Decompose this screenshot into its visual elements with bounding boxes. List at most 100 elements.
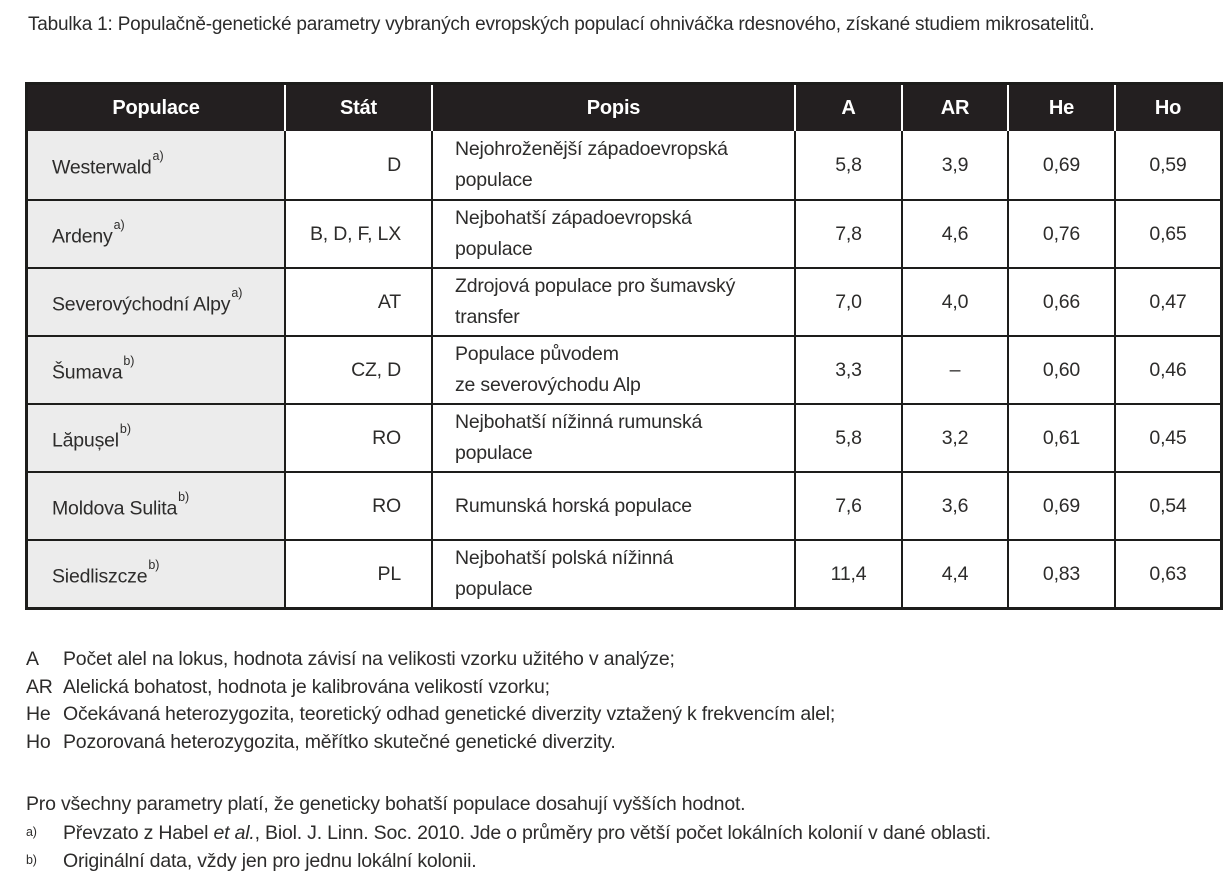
footnote-a: a) Převzato z Habel et al., Biol. J. Lin… (26, 819, 1212, 848)
footnote-marker: b) (178, 489, 190, 504)
ar-value-cell: 4,0 (901, 267, 1007, 335)
population-name: Ardeny (52, 225, 113, 248)
he-value-cell: 0,66 (1007, 267, 1114, 335)
footnote-text-part: Převzato z Habel (63, 821, 214, 844)
table-row: Westerwalda) D Nejohroženější západoevro… (28, 131, 1220, 199)
table-row: Siedliszczeb) PL Nejbohatší polská nížin… (28, 539, 1220, 607)
legend-text: Očekávaná heterozygozita, teoretický odh… (63, 703, 836, 725)
population-name: Šumava (52, 361, 123, 384)
population-genetics-table: Populace Stát Popis A AR He Ho Westerwal… (25, 82, 1223, 610)
ho-value-cell: 0,45 (1114, 403, 1220, 471)
ho-value-cell: 0,46 (1114, 335, 1220, 403)
column-header-he: He (1007, 85, 1114, 131)
footnote-a-text: Převzato z Habel et al., Biol. J. Linn. … (63, 819, 991, 848)
ho-value-cell: 0,59 (1114, 131, 1220, 199)
table-row: Moldova Sulitab) RO Rumunská horská popu… (28, 471, 1220, 539)
legend-item: A Počet alel na lokus, hodnota závisí na… (26, 646, 1212, 674)
table-row: Ardenya) B, D, F, LX Nejbohatší západoev… (28, 199, 1220, 267)
ar-value-cell: 3,9 (901, 131, 1007, 199)
footnote-a-marker: a) (26, 824, 37, 839)
footnote-marker: b) (119, 421, 132, 436)
footnote-marker: b) (123, 353, 135, 368)
legend-item: He Očekávaná heterozygozita, teoretický … (26, 701, 1212, 729)
table-row: Severovýchodní Alpya) AT Zdrojová popula… (28, 267, 1220, 335)
a-value-cell: 11,4 (794, 539, 901, 607)
column-header-ar: AR (901, 85, 1007, 131)
population-name: Moldova Sulita (52, 497, 178, 520)
description-cell: Nejbohatší západoevropská populace (431, 199, 794, 267)
state-cell: D (284, 131, 431, 199)
footer-summary: Pro všechny parametry platí, že genetick… (26, 793, 746, 815)
description-cell: Nejbohatší nížinná rumunská populace (431, 403, 794, 471)
legend-text: Pozorovaná heterozygozita, měřítko skute… (63, 730, 616, 753)
column-header-a: A (794, 85, 901, 131)
footnote-marker: a) (152, 148, 164, 163)
footnote-marker: b) (148, 557, 160, 572)
footnote-b-marker: b) (26, 853, 37, 867)
legend-text: Počet alel na lokus, hodnota závisí na v… (63, 648, 675, 670)
state-cell: RO (284, 403, 431, 471)
ar-value-cell: – (901, 335, 1007, 403)
footnote-marker: a) (113, 217, 125, 232)
description-cell: Populace původem ze severovýchodu Alp (431, 335, 794, 403)
he-value-cell: 0,60 (1007, 335, 1114, 403)
population-cell: Siedliszczeb) (28, 539, 284, 607)
footnote-text-part: , Biol. J. Linn. Soc. 2010. Jde o průměr… (254, 821, 991, 844)
legend-label: Ho (26, 730, 51, 753)
column-header-ho: Ho (1114, 85, 1220, 131)
a-value-cell: 5,8 (794, 403, 901, 471)
population-cell: Severovýchodní Alpya) (28, 267, 284, 335)
a-value-cell: 7,8 (794, 199, 901, 267)
state-cell: AT (284, 267, 431, 335)
column-header-populace: Populace (28, 85, 284, 131)
population-name: Lăpușel (52, 429, 119, 452)
he-value-cell: 0,76 (1007, 199, 1114, 267)
footnote-b: b) Originální data, vždy jen pro jednu l… (26, 847, 1212, 876)
ar-value-cell: 3,6 (901, 471, 1007, 539)
state-cell: B, D, F, LX (284, 199, 431, 267)
legend-label: A (26, 648, 39, 670)
state-cell: RO (284, 471, 431, 539)
footnote-text-part: Originální data, vždy jen pro jednu loká… (63, 850, 477, 872)
column-header-popis: Popis (431, 85, 794, 131)
column-header-stat: Stát (284, 85, 431, 131)
table-footer: Pro všechny parametry platí, že genetick… (26, 791, 1212, 876)
table-header: Populace Stát Popis A AR He Ho (28, 85, 1220, 131)
description-cell: Nejbohatší polská nížinná populace (431, 539, 794, 607)
legend-label: He (26, 703, 51, 725)
a-value-cell: 7,0 (794, 267, 901, 335)
footnote-italic-part: et al. (213, 821, 255, 844)
population-name: Severovýchodní Alpy (52, 293, 231, 316)
table-row: Lăpușelb) RO Nejbohatší nížinná rumunská… (28, 403, 1220, 471)
ho-value-cell: 0,54 (1114, 471, 1220, 539)
ar-value-cell: 4,4 (901, 539, 1007, 607)
legend-item: AR Alelická bohatost, hodnota je kalibro… (26, 674, 1212, 702)
description-cell: Rumunská horská populace (431, 471, 794, 539)
table-caption: Tabulka 1: Populačně-genetické parametry… (28, 14, 1095, 35)
state-cell: PL (284, 539, 431, 607)
ar-value-cell: 4,6 (901, 199, 1007, 267)
table-row: Šumavab) CZ, D Populace původem ze sever… (28, 335, 1220, 403)
a-value-cell: 3,3 (794, 335, 901, 403)
parameter-legend: A Počet alel na lokus, hodnota závisí na… (26, 646, 1212, 756)
population-cell: Lăpușelb) (28, 403, 284, 471)
he-value-cell: 0,83 (1007, 539, 1114, 607)
he-value-cell: 0,61 (1007, 403, 1114, 471)
a-value-cell: 5,8 (794, 131, 901, 199)
population-cell: Moldova Sulitab) (28, 471, 284, 539)
state-cell: CZ, D (284, 335, 431, 403)
population-name: Westerwald (52, 156, 152, 179)
ho-value-cell: 0,47 (1114, 267, 1220, 335)
description-cell: Nejohroženější západoevropská populace (431, 131, 794, 199)
legend-text: Alelická bohatost, hodnota je kalibrován… (63, 675, 550, 698)
ho-value-cell: 0,65 (1114, 199, 1220, 267)
legend-label: AR (26, 675, 53, 698)
description-cell: Zdrojová populace pro šumavský transfer (431, 267, 794, 335)
population-cell: Ardenya) (28, 199, 284, 267)
legend-item: Ho Pozorovaná heterozygozita, měřítko sk… (26, 729, 1212, 757)
header-row: Populace Stát Popis A AR He Ho (28, 85, 1220, 131)
footnote-marker: a) (231, 285, 243, 300)
table-body: Westerwalda) D Nejohroženější západoevro… (28, 131, 1220, 607)
a-value-cell: 7,6 (794, 471, 901, 539)
